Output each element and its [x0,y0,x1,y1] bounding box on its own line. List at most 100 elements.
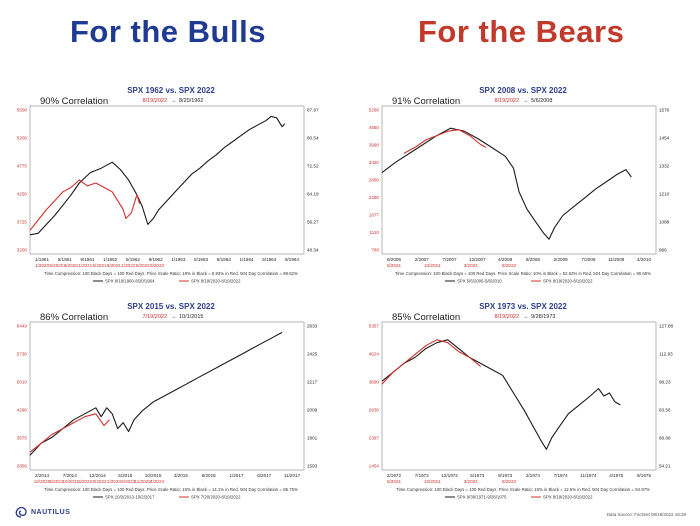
legend-red-date: 8/19/2022 [495,314,519,320]
x-tick-red: 11/2023 [135,479,152,484]
right-tick-label: 98.23 [659,380,671,385]
series-red-line [29,179,141,231]
chart-panel-1962: SPX 1962 vs. SPX 2022 90% Correlation 8/19… [8,84,334,294]
nautilus-logo: NAUTILUS [14,506,70,518]
x-tick-red: 9/2020 [64,263,78,268]
x-tick-red: 3/2022 [78,479,92,484]
legend-black-label: SPX 10/2/2013-10/2/2017 [105,495,155,500]
legend-separator: → [171,98,177,104]
x-tick-black: 5/1963 [194,257,208,262]
x-tick-red: 3/2022 [464,479,478,484]
left-tick-label: 3420 [369,160,380,165]
x-tick-black: 5/2015 [118,473,132,478]
right-tick-label: 2009 [307,408,318,413]
left-tick-label: 5010 [17,380,28,385]
chart-panel-2015: SPX 2015 vs. SPX 2022 86% Correlation 7/19… [8,300,334,510]
chart-panel-2008: SPX 2008 vs. SPX 2022 91% Correlation 8/19… [360,84,686,294]
x-tick-black: 1/1963 [171,257,185,262]
x-tick-black: 10/2015 [145,473,162,478]
right-tick-label: 1210 [659,192,670,197]
left-tick-label: 1677 [369,213,380,218]
x-tick-black: 11/2017 [284,473,301,478]
x-tick-black: 1/1964 [240,257,254,262]
x-tick-black: 12/2007 [469,257,486,262]
x-tick-black: 1/1962 [103,257,117,262]
x-tick-red: 12/2020 [34,479,51,484]
footnote: Time Compression: 100 Black Days = 100 R… [395,271,651,276]
x-tick-black: 5/1964 [262,257,276,262]
left-tick-label: 4775 [17,164,28,169]
x-tick-red: 8/2022 [502,479,516,484]
left-tick-label: 6449 [17,324,28,329]
right-tick-label: 2217 [307,380,318,385]
legend-black-label: SPX 5/6/2006-5/6/2010 [457,279,502,284]
x-tick-red: 10/2021 [424,263,441,268]
x-tick-black: 9/2006 [387,257,401,262]
legend-red-label: SPX 8/19/2020-8/19/2022 [543,279,593,284]
x-tick-black: 9/2008 [526,257,540,262]
legend-black-date: 10/1/2015 [179,314,203,320]
legend-black-date: 8/20/1962 [179,98,203,104]
x-tick-red: 10/2021 [62,479,79,484]
right-tick-label: 72.52 [307,164,319,169]
right-tick-label: 80.54 [307,136,319,141]
series-black-line [29,331,283,456]
x-tick-red: 5/2021 [387,479,401,484]
nautilus-shell-icon [15,506,27,518]
plot-frame [381,321,657,471]
x-tick-black: 7/1972 [415,473,429,478]
left-tick-label: 786 [371,248,379,253]
x-tick-black: 9/1973 [498,473,512,478]
right-tick-label: 68.88 [659,436,671,441]
x-tick-black: 2/2007 [415,257,429,262]
legend-separator: → [523,314,529,320]
x-tick-black: 4/1975 [609,473,623,478]
x-tick-black: 7/2007 [443,257,457,262]
x-tick-red: 6/2023 [121,479,135,484]
plot-frame [29,321,305,471]
right-tick-label: 2425 [307,352,318,357]
right-tick-label: 83.56 [659,408,671,413]
footnote: Time Compression: 100 Black Days = 100 R… [396,487,650,492]
legend-red-date: 7/19/2022 [143,314,167,320]
chart-1962: SPX 1962 vs. SPX 2022 90% Correlation 8/19… [17,86,319,284]
x-tick-red: 1/2021 [78,263,92,268]
x-tick-black: 7/1974 [554,473,568,478]
left-tick-label: 4290 [17,408,28,413]
x-tick-black: 1/1961 [35,257,49,262]
logo-text: NAUTILUS [31,508,71,516]
right-tick-label: 1454 [659,136,670,141]
bulls-heading: For the Bulls [70,14,266,49]
right-tick-label: 966 [659,248,667,253]
x-tick-black: 12/1972 [441,473,458,478]
x-tick-black: 9/1964 [285,257,299,262]
legend-red-date: 8/19/2022 [143,98,167,104]
x-tick-red: 8/2022 [502,263,516,268]
legend-red-date: 8/19/2022 [495,98,519,104]
x-tick-black: 11/1974 [580,473,597,478]
left-tick-label: 3575 [17,436,28,441]
right-tick-label: 1332 [659,164,670,169]
left-tick-label: 3690 [369,380,380,385]
series-red-line [403,129,487,154]
series-black-line [381,339,621,450]
left-tick-label: 4624 [369,352,380,357]
x-tick-red: 5/2022 [136,263,150,268]
legend-black-date: 9/28/1973 [531,314,555,320]
x-tick-red: 3/2022 [464,263,478,268]
legend-black-label: SPX 8/19/1960-8/20/1964 [105,279,155,284]
footnote: Time Compression: 100 Black Days = 100 R… [44,487,298,492]
x-tick-black: 8/2016 [202,473,216,478]
x-tick-black: 7/2014 [63,473,77,478]
left-tick-label: 1110 [369,230,379,235]
x-tick-black: 5/1962 [126,257,140,262]
x-tick-black: 4/2010 [637,257,651,262]
correlation-label: 91% Correlation [392,96,460,107]
x-tick-red: 4/2024 [150,479,164,484]
x-tick-red: 1/2022 [121,263,135,268]
chart-2015: SPX 2015 vs. SPX 2022 86% Correlation 7/19… [17,302,318,500]
chart-title: SPX 1962 vs. SPX 2022 [127,86,215,95]
series-red-line [381,339,481,385]
x-tick-black: 9/1961 [80,257,94,262]
right-tick-label: 1593 [307,464,318,469]
